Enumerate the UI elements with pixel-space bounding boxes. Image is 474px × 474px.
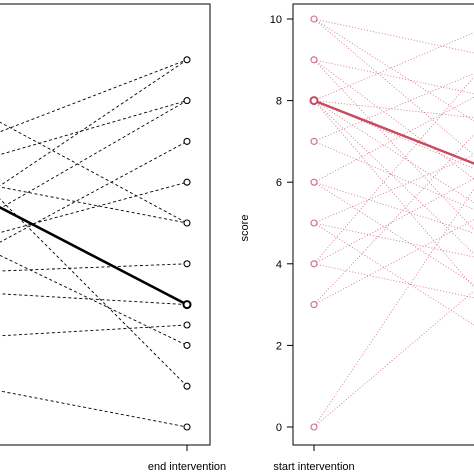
right-data-point (310, 260, 318, 268)
right-subject-line (313, 100, 474, 255)
right-y-tick-label: 2 (276, 340, 282, 352)
left-subject-line (0, 100, 188, 210)
right-data-point (310, 219, 318, 227)
right-subject-line (313, 72, 474, 142)
left-data-point (183, 423, 191, 431)
right-data-point (310, 423, 318, 431)
right-y-tick-label: 10 (270, 14, 282, 26)
right-y-axis-title: score (239, 215, 251, 242)
left-subject-line (0, 254, 188, 346)
left-data-point (183, 56, 191, 64)
right-subject-line (313, 59, 474, 95)
left-series-points (183, 56, 191, 431)
right-data-point (310, 137, 318, 145)
right-subject-line (313, 263, 474, 299)
right-subject-line (313, 96, 474, 183)
right-category-label-start: start intervention (273, 461, 354, 473)
left-chart-panel: end intervention (0, 3, 226, 473)
right-subject-line (313, 18, 474, 156)
left-subject-line (0, 186, 188, 224)
left-mean-trend-line (0, 205, 188, 306)
left-plot-frame (0, 3, 211, 446)
right-subject-line (313, 100, 474, 119)
right-subject-line (313, 18, 474, 54)
left-subject-line (0, 293, 188, 306)
left-subject-line (0, 100, 188, 156)
right-mean-point (309, 96, 319, 106)
right-data-point (310, 15, 318, 23)
right-y-tick-label: 0 (276, 422, 282, 434)
left-subject-line (0, 181, 188, 234)
right-series-lines (313, 18, 474, 428)
right-series-points (310, 15, 318, 431)
left-data-point (183, 137, 191, 145)
right-data-point (310, 178, 318, 186)
left-subject-line (0, 121, 188, 224)
left-subject-line (0, 59, 188, 187)
left-subject-line (0, 390, 188, 428)
right-mean-trend-line (313, 99, 474, 165)
right-subject-line (313, 100, 474, 289)
right-subject-line (313, 181, 474, 234)
right-subject-line (313, 181, 474, 285)
right-y-tick-label: 8 (276, 96, 282, 108)
left-data-point (183, 321, 191, 329)
right-subject-line (313, 219, 474, 305)
right-subject-line (313, 222, 474, 258)
left-data-point (183, 260, 191, 268)
left-subject-line (0, 198, 188, 387)
right-y-axis: 0 2 4 6 8 10 (270, 14, 294, 434)
left-data-point (183, 97, 191, 105)
left-subject-line (0, 263, 188, 272)
left-subject-line (0, 59, 188, 133)
right-y-tick-label: 6 (276, 177, 282, 189)
right-y-tick-label: 4 (276, 259, 282, 271)
right-chart-panel: 0 2 4 6 8 10 start intervention score (239, 3, 474, 473)
left-subject-line (0, 141, 188, 243)
right-subject-line (313, 18, 474, 122)
left-series-lines (0, 59, 188, 428)
right-subject-line (313, 59, 474, 180)
left-category-label-end: end intervention (148, 461, 226, 473)
left-mean-line (0, 205, 192, 310)
right-subject-line (313, 290, 474, 428)
right-data-point (310, 56, 318, 64)
right-subject-line (313, 59, 474, 231)
left-data-point (183, 178, 191, 186)
right-subject-line (313, 188, 474, 428)
right-subject-line (313, 178, 474, 265)
left-data-point (183, 341, 191, 349)
right-subject-line (313, 76, 474, 265)
right-subject-line (313, 222, 474, 326)
left-data-point (183, 219, 191, 227)
left-mean-point (182, 300, 192, 310)
right-mean-line (309, 96, 474, 165)
left-data-point (183, 382, 191, 390)
right-data-point (310, 301, 318, 309)
left-subject-line (0, 324, 188, 337)
